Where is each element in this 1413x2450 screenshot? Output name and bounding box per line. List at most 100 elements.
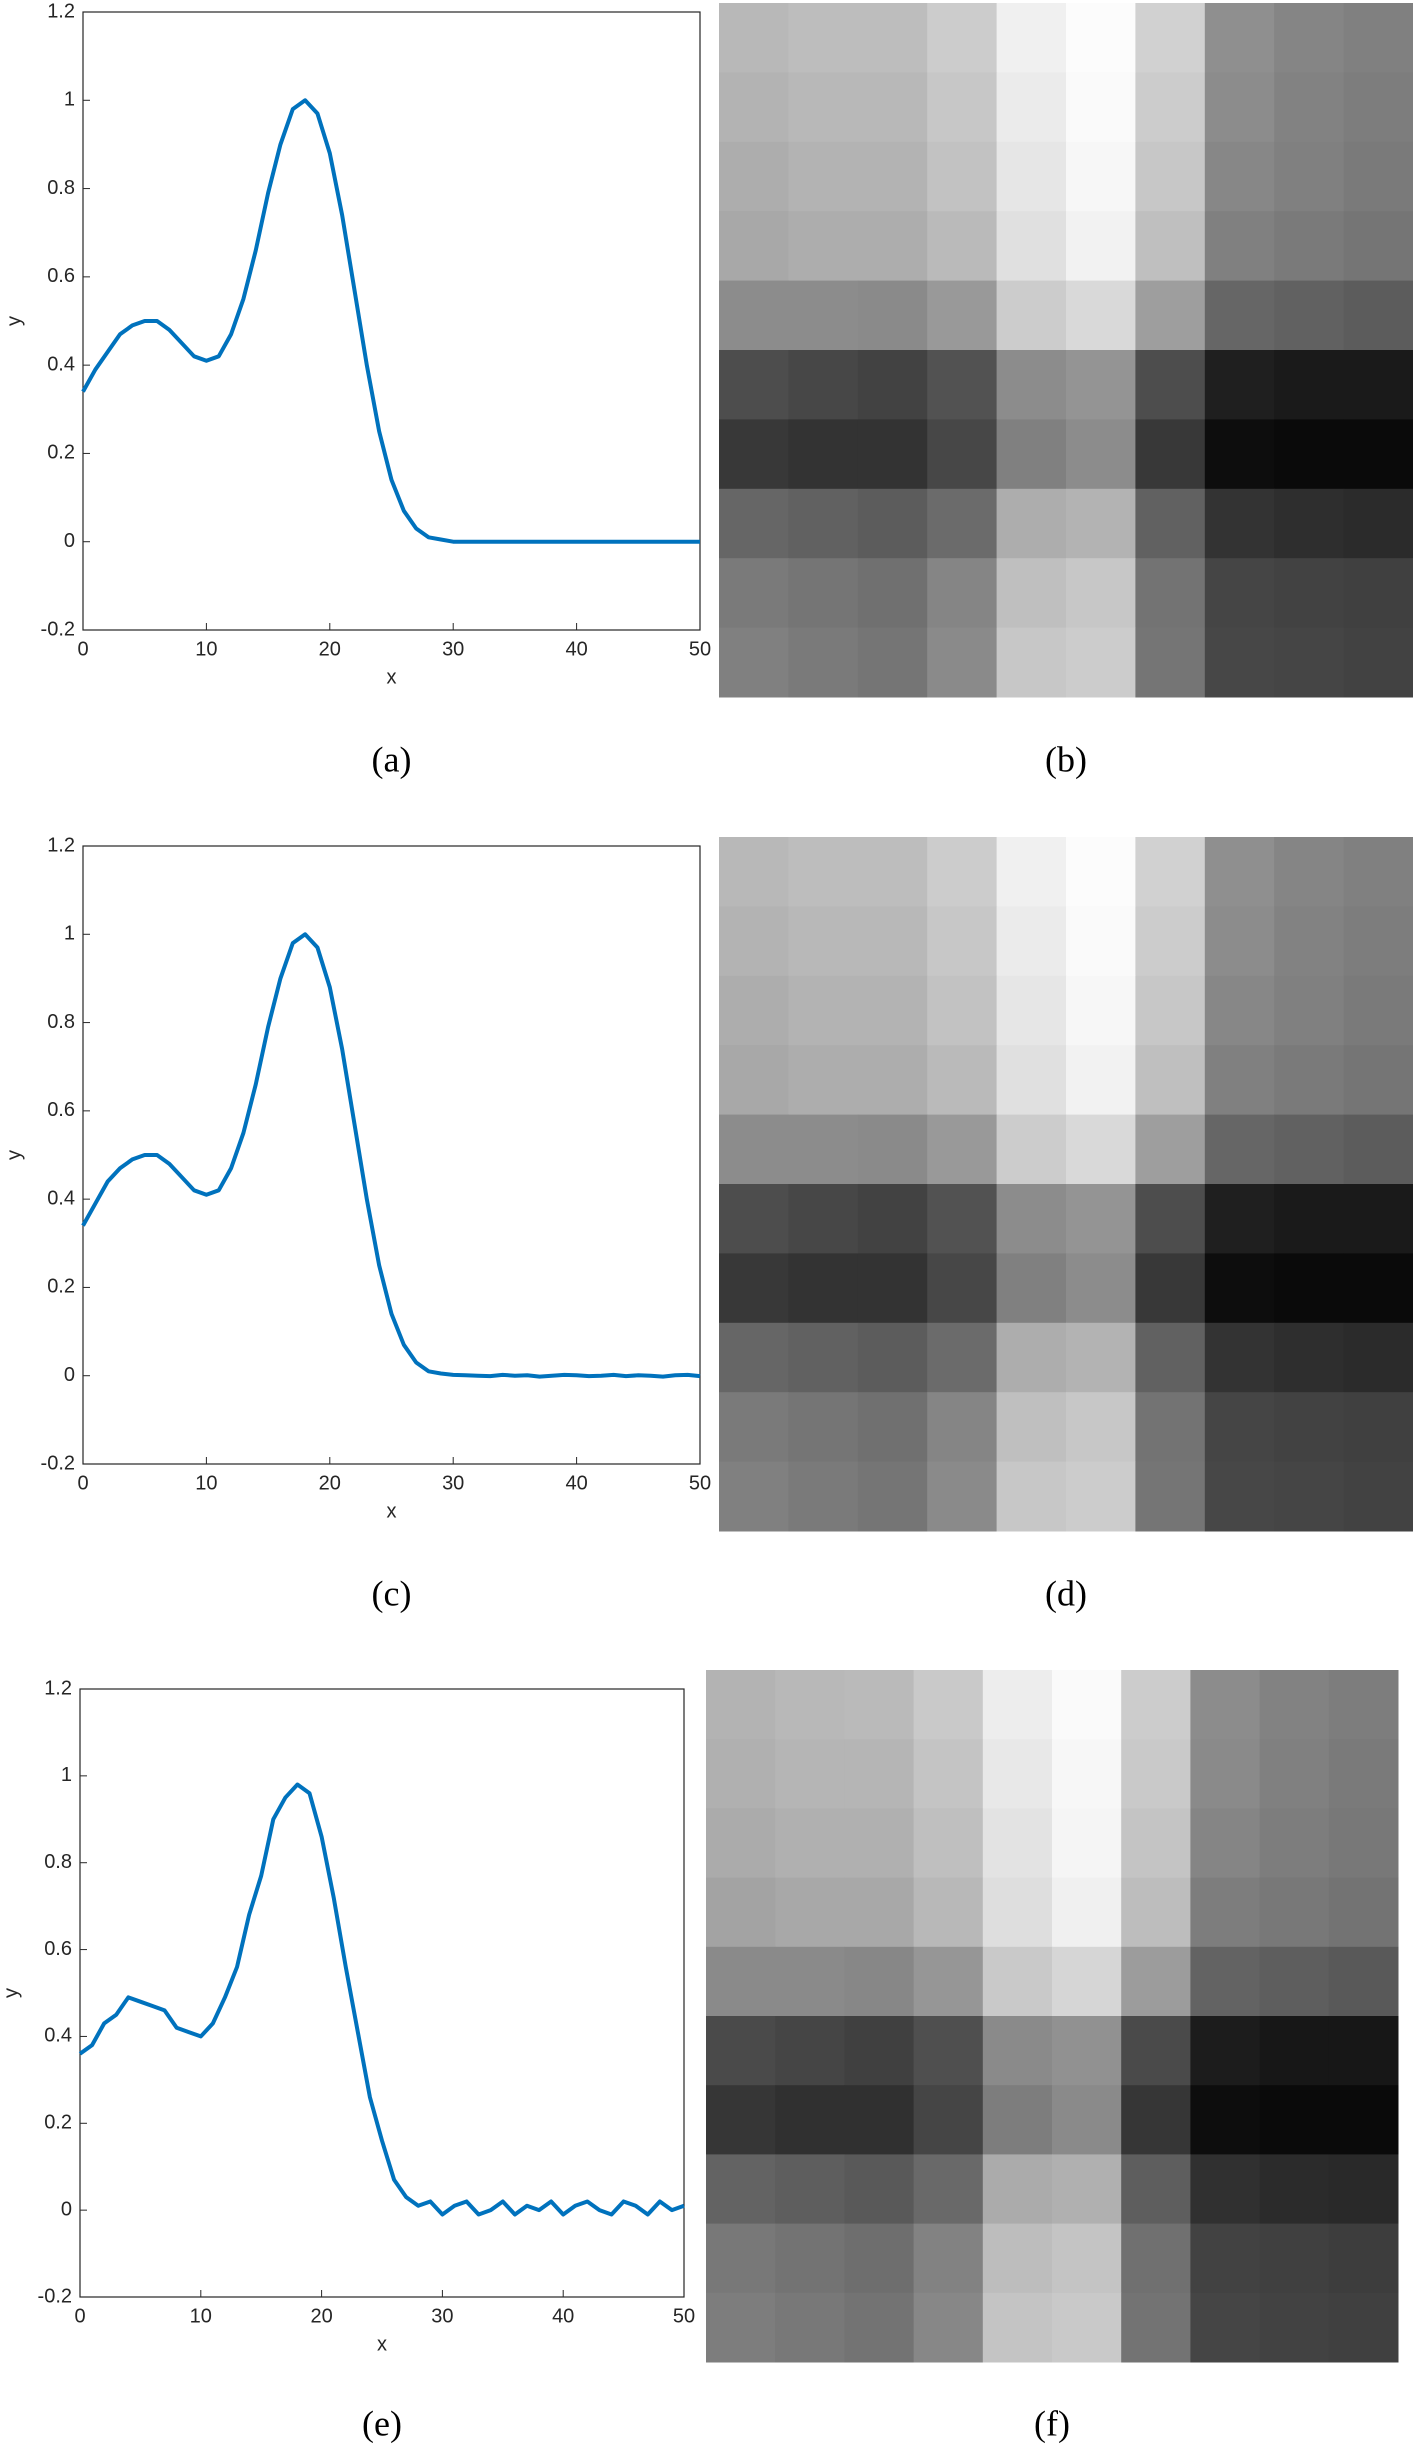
heatmap-cell (996, 141, 1067, 212)
heatmap-cell (913, 2154, 984, 2225)
caption: (d) (1045, 1573, 1087, 1613)
heatmap-cell (788, 211, 859, 282)
heatmap-cell (996, 350, 1067, 420)
heatmap-cell (1066, 350, 1136, 420)
heatmap-cell (1066, 3, 1136, 73)
heatmap-cell (1204, 419, 1275, 490)
heatmap-cell (775, 1670, 845, 1740)
heatmap-cell (1343, 141, 1413, 212)
heatmap-cell (857, 1322, 928, 1393)
heatmap-cell (1328, 2085, 1399, 2155)
heatmap-cell (857, 975, 928, 1046)
x-tick-label: 40 (552, 2305, 574, 2327)
heatmap-cell (1204, 1253, 1275, 1324)
y-tick-label: 0.6 (47, 1099, 75, 1121)
heatmap-cell (1190, 1670, 1261, 1740)
heatmap-cell (1052, 2085, 1122, 2155)
heatmap-cell (996, 837, 1067, 907)
x-tick-label: 50 (689, 638, 711, 660)
heatmap-cell (719, 72, 789, 143)
heatmap-cell (719, 211, 789, 282)
heatmap-cell (1204, 975, 1275, 1046)
heatmap-cell (844, 1877, 915, 1948)
heatmap-cell (1204, 906, 1275, 977)
heatmap-cell (927, 1253, 998, 1324)
heatmap-cell (857, 141, 928, 212)
heatmap-cell (1066, 1184, 1136, 1254)
heatmap-cell (996, 3, 1067, 73)
heatmap-cell (1052, 1946, 1122, 2017)
heatmap-cell (927, 350, 998, 420)
heatmap-cell (1204, 558, 1275, 629)
heatmap-cell (927, 1114, 998, 1185)
heatmap-cell (996, 488, 1067, 559)
y-tick-label: 1 (61, 1764, 72, 1786)
heatmap-cell (1135, 141, 1206, 212)
heatmap-cell (719, 141, 789, 212)
heatmap-cell (719, 558, 789, 629)
y-tick-label: 0.4 (44, 2025, 72, 2047)
heatmap-cell (1204, 1392, 1275, 1463)
heatmap-cell (706, 2223, 776, 2294)
heatmap-cell (1259, 2223, 1330, 2294)
data-line (81, 98, 700, 544)
heatmap-cell (927, 558, 998, 629)
heatmap-cell (1343, 3, 1413, 73)
y-tick-label: 0.8 (47, 1011, 75, 1033)
heatmap-cell (1052, 1877, 1122, 1948)
heatmap-cell (1066, 141, 1136, 212)
heatmap-cell (1274, 72, 1345, 143)
x-tick-label: 0 (77, 638, 88, 660)
heatmap-cell (1274, 1184, 1345, 1254)
heatmap-cell (982, 1808, 1053, 1879)
heatmap-cell (775, 2016, 845, 2086)
y-tick-label: 1 (64, 89, 75, 111)
heatmap-cell (927, 280, 998, 351)
y-axis-label: y (3, 1150, 25, 1160)
heatmap-cell (788, 975, 859, 1046)
heatmap-cell (1135, 211, 1206, 282)
heatmap-cell (1274, 1253, 1345, 1324)
heatmap-cell (775, 1877, 845, 1948)
heatmap-cell (1343, 1184, 1413, 1254)
heatmap-cell (788, 1114, 859, 1185)
heatmap-cell (1066, 1461, 1136, 1532)
heatmap-cell (775, 2085, 845, 2155)
heatmap-cell (788, 558, 859, 629)
heatmap-cell (1066, 558, 1136, 629)
heatmap-cell (927, 627, 998, 698)
heatmap-cell (788, 837, 859, 907)
heatmap-cell (1121, 1808, 1191, 1879)
heatmap-cell (1052, 2154, 1122, 2225)
heatmap-cell (1135, 837, 1206, 907)
heatmap-cell (1259, 2016, 1330, 2086)
y-tick-label: 1.2 (47, 0, 75, 22)
heatmap-cell (1343, 975, 1413, 1046)
heatmap-cell (1066, 1392, 1136, 1463)
heatmap-cell (1066, 280, 1136, 351)
heatmap-cell (996, 1322, 1067, 1393)
heatmap-cell (719, 627, 789, 698)
heatmap-cell (1052, 2016, 1122, 2086)
heatmap-cell (1066, 1045, 1136, 1116)
heatmap-cell (996, 211, 1067, 282)
x-tick-label: 20 (319, 1472, 341, 1494)
heatmap-cell (788, 906, 859, 977)
x-tick-label: 10 (190, 2305, 212, 2327)
heatmap-cell (1066, 72, 1136, 143)
heatmap-cell (1343, 1114, 1413, 1185)
heatmap-cell (913, 1808, 984, 1879)
heatmap-cell (844, 1739, 915, 1809)
heatmap-cell (1328, 1670, 1399, 1740)
caption: (e) (362, 2403, 402, 2443)
heatmap-cell (1066, 1253, 1136, 1324)
heatmap-cell (1190, 1739, 1261, 1809)
heatmap-cell (1066, 975, 1136, 1046)
heatmap-cell (1274, 837, 1345, 907)
heatmap-cell (913, 1670, 984, 1740)
y-tick-label: 0.8 (47, 177, 75, 199)
heatmap-cell (1066, 837, 1136, 907)
heatmap-cell (927, 975, 998, 1046)
heatmap-cell (1052, 1808, 1122, 1879)
heatmap-cell (1204, 141, 1275, 212)
